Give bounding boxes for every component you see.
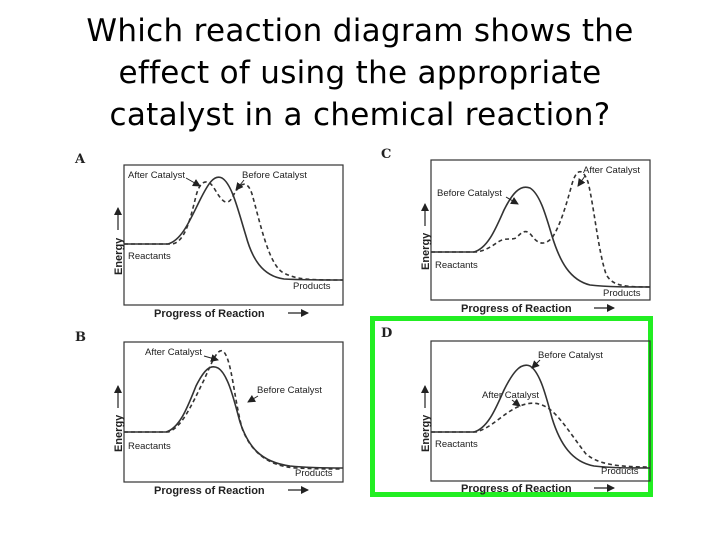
panel-c-y-label: Energy: [420, 232, 432, 270]
panel-d: Before Catalyst After Catalyst Reactants…: [420, 340, 651, 495]
panel-b-frame: [123, 341, 344, 483]
panel-c-frame: [430, 159, 651, 301]
panel-d-letter: D: [381, 326, 393, 341]
panel-b-after-pointer: [203, 354, 219, 362]
question-line-2: effect of using the appropriate: [118, 55, 602, 91]
panel-d-before-label: Before Catalyst: [538, 350, 603, 361]
panel-c-reactants-label: Reactants: [435, 260, 478, 271]
panel-c-products-label: Products: [603, 288, 641, 299]
panel-d-x-label: Progress of Reaction: [461, 483, 572, 495]
panel-b-before-pointer: [247, 394, 259, 403]
panel-c-after-pointer: [577, 175, 586, 187]
panel-d-before-curve: [431, 364, 651, 469]
panel-a-before-pointer: [235, 179, 245, 191]
panel-b-reactants-label: Reactants: [128, 441, 171, 452]
panel-d-frame: [430, 340, 651, 482]
panel-a-before-label: Before Catalyst: [242, 170, 307, 181]
panel-c-after-curve: [431, 170, 651, 288]
panel-d-products-label: Products: [601, 466, 639, 477]
panel-b: After Catalyst Before Catalyst Reactants…: [113, 341, 344, 497]
panel-a-frame: [123, 164, 344, 306]
panel-b-products-label: Products: [295, 468, 333, 479]
panel-d-after-pointer: [511, 398, 521, 407]
panel-c: After Catalyst Before Catalyst Reactants…: [420, 159, 651, 315]
panel-a-after-pointer: [185, 177, 201, 187]
panel-c-x-label: Progress of Reaction: [461, 303, 572, 315]
question-line-1: Which reaction diagram shows the: [86, 13, 634, 49]
panel-d-reactants-label: Reactants: [435, 439, 478, 450]
panel-c-after-label: After Catalyst: [583, 165, 640, 176]
panel-d-after-label: After Catalyst: [482, 390, 539, 401]
question-line-3: catalyst in a chemical reaction?: [109, 97, 611, 133]
panel-c-before-curve: [431, 186, 651, 288]
panel-b-after-label: After Catalyst: [145, 347, 202, 358]
panel-b-before-curve: [124, 366, 344, 469]
panel-b-before-label: Before Catalyst: [257, 385, 322, 396]
panel-a-after-curve: [124, 176, 344, 281]
panel-a-letter: A: [75, 152, 86, 167]
panel-a-x-label: Progress of Reaction: [154, 308, 265, 320]
panel-a-before-curve: [124, 181, 344, 281]
panel-a: After Catalyst Before Catalyst Reactants…: [113, 164, 344, 320]
panel-d-y-label: Energy: [420, 414, 432, 452]
panel-c-before-pointer: [505, 196, 519, 205]
panel-b-letter: B: [75, 330, 86, 345]
panel-c-before-label: Before Catalyst: [437, 188, 502, 199]
panel-a-after-label: After Catalyst: [128, 170, 185, 181]
question-text: Which reaction diagram shows the effect …: [40, 10, 680, 136]
panel-d-after-curve: [431, 402, 651, 468]
panel-a-y-label: Energy: [113, 237, 125, 275]
panel-a-products-label: Products: [293, 281, 331, 292]
panel-b-after-curve: [124, 349, 344, 470]
panel-b-x-label: Progress of Reaction: [154, 485, 265, 497]
panel-a-reactants-label: Reactants: [128, 251, 171, 262]
panel-c-letter: C: [381, 147, 392, 162]
panel-d-before-pointer: [531, 359, 541, 369]
panel-b-y-label: Energy: [113, 414, 125, 452]
